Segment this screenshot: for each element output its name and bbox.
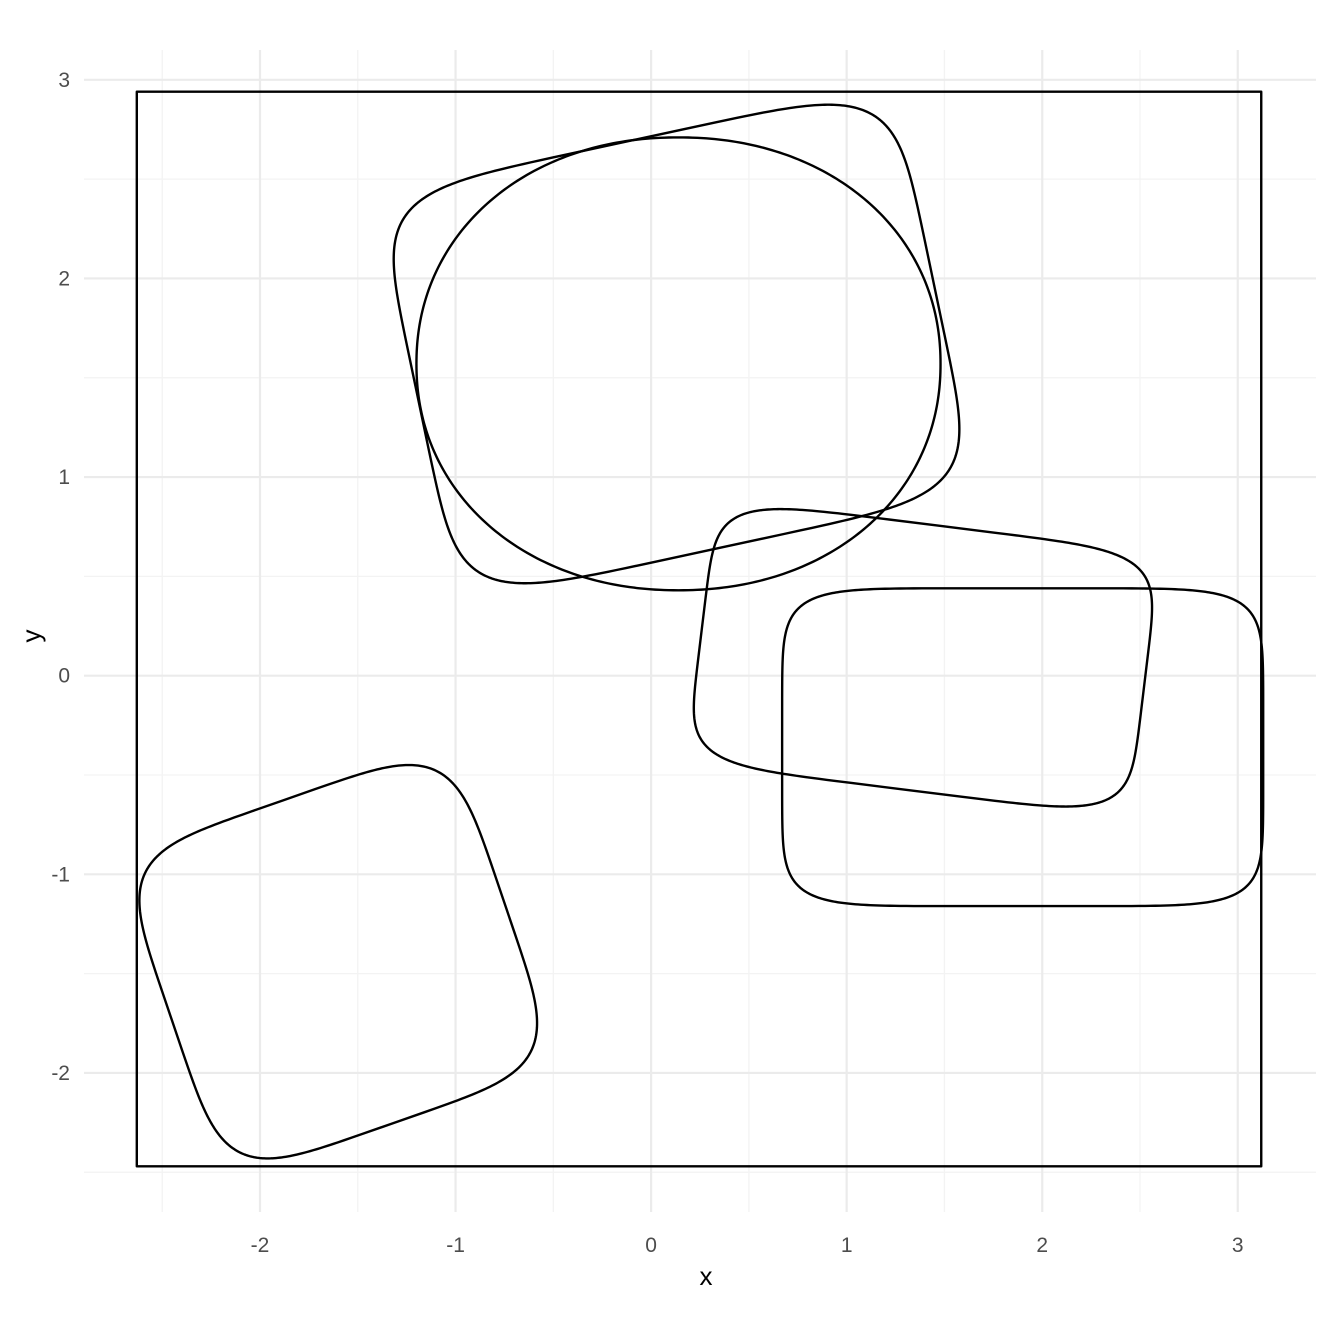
y-axis-tick-labels: -2 -1 0 1 2 3 [51, 69, 70, 1085]
y-tick-label: -1 [51, 863, 70, 886]
major-gridlines [84, 50, 1316, 1212]
x-axis-tick-labels: -2 -1 0 1 2 3 [251, 1234, 1244, 1257]
y-tick-label: 0 [58, 665, 70, 688]
x-tick-label: 0 [645, 1234, 657, 1257]
x-axis-title: x [700, 1261, 713, 1291]
y-tick-label: 3 [58, 69, 70, 92]
curve-path-5 [138, 763, 539, 1160]
curve-path-2 [415, 136, 942, 592]
y-tick-label: -2 [51, 1062, 70, 1085]
minor-gridlines [84, 50, 1316, 1212]
y-tick-label: 1 [58, 466, 70, 489]
x-tick-label: -1 [446, 1234, 465, 1257]
curve-path-4 [780, 587, 1265, 908]
x-tick-label: 1 [841, 1234, 853, 1257]
plotted-paths [135, 90, 1265, 1168]
bounding-rectangle [135, 90, 1263, 1168]
y-axis-title: y [16, 630, 46, 643]
curve-path-1 [392, 103, 961, 585]
x-tick-label: 3 [1232, 1234, 1244, 1257]
x-tick-label: 2 [1036, 1234, 1048, 1257]
y-tick-label: 2 [58, 267, 70, 290]
curve-path-3 [692, 507, 1154, 808]
x-tick-label: -2 [251, 1234, 270, 1257]
